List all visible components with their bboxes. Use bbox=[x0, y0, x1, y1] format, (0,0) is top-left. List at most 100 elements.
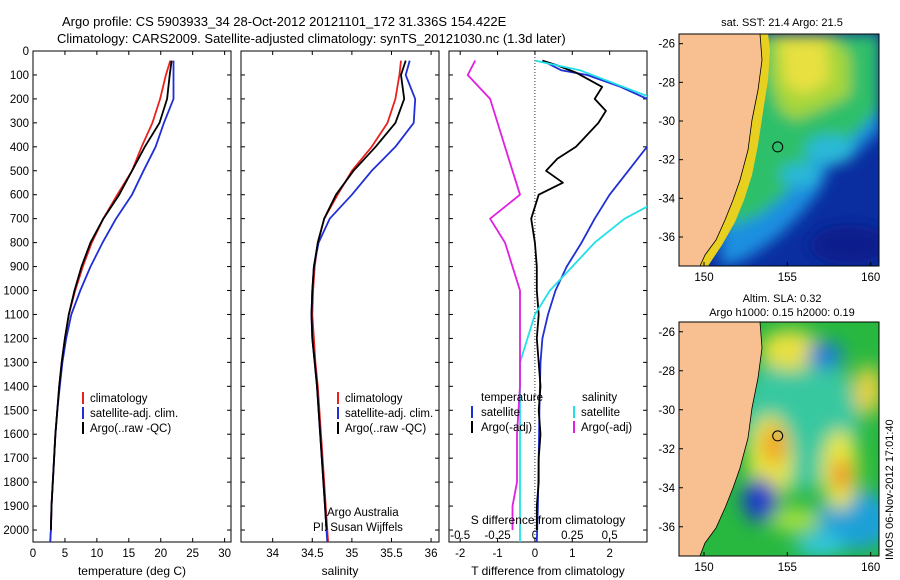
y-tick-label: 600 bbox=[10, 190, 29, 202]
x-tick-label: 35.5 bbox=[380, 548, 402, 560]
x-tick-label: 25 bbox=[186, 548, 199, 560]
map-x-tick-label: 155 bbox=[778, 272, 797, 284]
map-y-tick-label: -32 bbox=[658, 444, 675, 456]
series-group bbox=[466, 59, 647, 542]
legend-t-satellite: satellite bbox=[481, 407, 520, 419]
temperature-panel bbox=[32, 50, 232, 543]
x-tick-label: -2 bbox=[455, 548, 465, 560]
map-x-tick-label: 160 bbox=[861, 562, 880, 574]
land bbox=[679, 322, 762, 556]
y-tick-label: 700 bbox=[10, 214, 29, 226]
y-tick-label: 1400 bbox=[3, 381, 29, 393]
y-tick-label: 1000 bbox=[3, 286, 29, 298]
map-y-tick-label: -28 bbox=[658, 77, 675, 89]
y-tick-label: 200 bbox=[10, 94, 29, 106]
series-line-argoadj bbox=[530, 59, 607, 530]
x-tick-label: 10 bbox=[90, 548, 103, 560]
x-tick-label: 34 bbox=[266, 548, 279, 560]
x-tick-label: 34.5 bbox=[301, 548, 323, 560]
y-tick-label: 1300 bbox=[3, 357, 29, 369]
sla-map-title-2: Argo h1000: 0.15 h2000: 0.19 bbox=[709, 307, 855, 319]
difference-xlabel-top: S difference from climatology bbox=[471, 513, 626, 527]
y-tick-label: 100 bbox=[10, 70, 29, 82]
map-x-tick-label: 150 bbox=[694, 562, 713, 574]
x-tick-label: 15 bbox=[122, 548, 135, 560]
argo-location-marker bbox=[772, 141, 784, 153]
series-line-argorawqc bbox=[310, 60, 407, 531]
s-tick-label: -0.5 bbox=[450, 530, 470, 542]
sst-map-title: sat. SST: 21.4 Argo: 21.5 bbox=[721, 17, 843, 29]
x-tick-label: 36 bbox=[425, 548, 438, 560]
series-group bbox=[310, 60, 417, 542]
x-tick-label: -1 bbox=[492, 548, 502, 560]
y-tick-label: 300 bbox=[10, 118, 29, 130]
title-line-1: Argo profile: CS 5903933_34 28-Oct-2012 … bbox=[62, 14, 507, 29]
y-tick-label: 1900 bbox=[3, 501, 29, 513]
y-tick-label: 400 bbox=[10, 142, 29, 154]
map-y-tick-label: -28 bbox=[658, 366, 675, 378]
legend-satellite: satellite-adj. clim. bbox=[90, 408, 178, 420]
y-tick-label: 1600 bbox=[3, 429, 29, 441]
series-line-argoadj bbox=[466, 60, 521, 530]
y-tick-label: 800 bbox=[10, 238, 29, 250]
map-x-tick-label: 150 bbox=[694, 272, 713, 284]
sst-map: sat. SST: 21.4 Argo: 21.5 bbox=[678, 17, 880, 267]
legend-satellite: satellite-adj. clim. bbox=[345, 408, 433, 420]
salinity-legend: climatology satellite-adj. clim. Argo(..… bbox=[337, 392, 433, 435]
temperature-legend: climatology satellite-adj. clim. Argo(..… bbox=[82, 392, 178, 435]
x-tick-label: 1 bbox=[569, 548, 575, 560]
temperature-xlabel: temperature (deg C) bbox=[78, 564, 186, 578]
x-tick-label: 5 bbox=[62, 548, 68, 560]
annotation-line-1: Argo Australia bbox=[327, 507, 399, 519]
legend-header-salinity: salinity bbox=[582, 392, 617, 404]
y-tick-label: 900 bbox=[10, 262, 29, 274]
y-tick-label: 1500 bbox=[3, 405, 29, 417]
s-tick-label: -0.25 bbox=[484, 530, 510, 542]
map-y-tick-label: -36 bbox=[658, 522, 675, 534]
sla-map-frame bbox=[678, 321, 880, 557]
y-tick-label: 1800 bbox=[3, 477, 29, 489]
s-tick-label: 0.25 bbox=[561, 530, 583, 542]
legend-argo: Argo(..raw -QC) bbox=[345, 423, 426, 435]
legend-argo: Argo(..raw -QC) bbox=[90, 423, 171, 435]
series-group bbox=[49, 60, 175, 542]
map-y-tick-label: -30 bbox=[658, 405, 675, 417]
legend-s-argo: Argo(-adj) bbox=[581, 422, 632, 434]
annotation-line-2: PI: Susan Wijffels bbox=[313, 522, 403, 534]
s-tick-label: 0.5 bbox=[602, 530, 618, 542]
title-line-2: Climatology: CARS2009. Satellite-adjuste… bbox=[57, 31, 566, 46]
watermark: IMOS 06-Nov-2012 17:01:40 bbox=[884, 419, 896, 560]
x-tick-label: 0 bbox=[30, 548, 36, 560]
legend-climatology: climatology bbox=[90, 393, 148, 405]
x-tick-label: 2 bbox=[606, 548, 612, 560]
sla-map: Altim. SLA: 0.32 Argo h1000: 0.15 h2000:… bbox=[678, 293, 880, 557]
y-tick-label: 1100 bbox=[4, 309, 29, 321]
y-tick-label: 1200 bbox=[3, 333, 29, 345]
legend-s-satellite: satellite bbox=[581, 407, 620, 419]
map-y-tick-label: -34 bbox=[658, 483, 675, 495]
legend-t-argo: Argo(-adj) bbox=[481, 422, 532, 434]
sla-map-title-1: Altim. SLA: 0.32 bbox=[743, 293, 822, 305]
map-y-tick-label: -32 bbox=[658, 155, 675, 167]
map-x-tick-label: 155 bbox=[778, 562, 797, 574]
x-tick-label: 35 bbox=[345, 548, 358, 560]
y-tick-label: 500 bbox=[10, 166, 29, 178]
y-tick-label: 2000 bbox=[3, 525, 29, 537]
x-tick-label: 20 bbox=[154, 548, 167, 560]
legend-climatology: climatology bbox=[345, 393, 403, 405]
salinity-panel bbox=[240, 50, 440, 543]
sst-map-frame bbox=[678, 33, 880, 267]
series-line-satellite bbox=[519, 59, 647, 542]
x-tick-label: 0 bbox=[532, 548, 538, 560]
map-y-tick-label: -26 bbox=[658, 327, 675, 339]
difference-xlabel: T difference from climatology bbox=[471, 564, 625, 578]
series-line-argorawqc bbox=[50, 60, 173, 531]
map-y-tick-label: -30 bbox=[658, 116, 675, 128]
difference-legend: temperature salinity satellite Argo(-adj… bbox=[471, 392, 632, 434]
map-y-tick-label: -26 bbox=[658, 39, 675, 51]
map-y-tick-label: -36 bbox=[658, 232, 675, 244]
legend-header-temperature: temperature bbox=[481, 392, 543, 404]
x-tick-label: 30 bbox=[218, 548, 231, 560]
s-tick-label: 0 bbox=[532, 530, 538, 542]
